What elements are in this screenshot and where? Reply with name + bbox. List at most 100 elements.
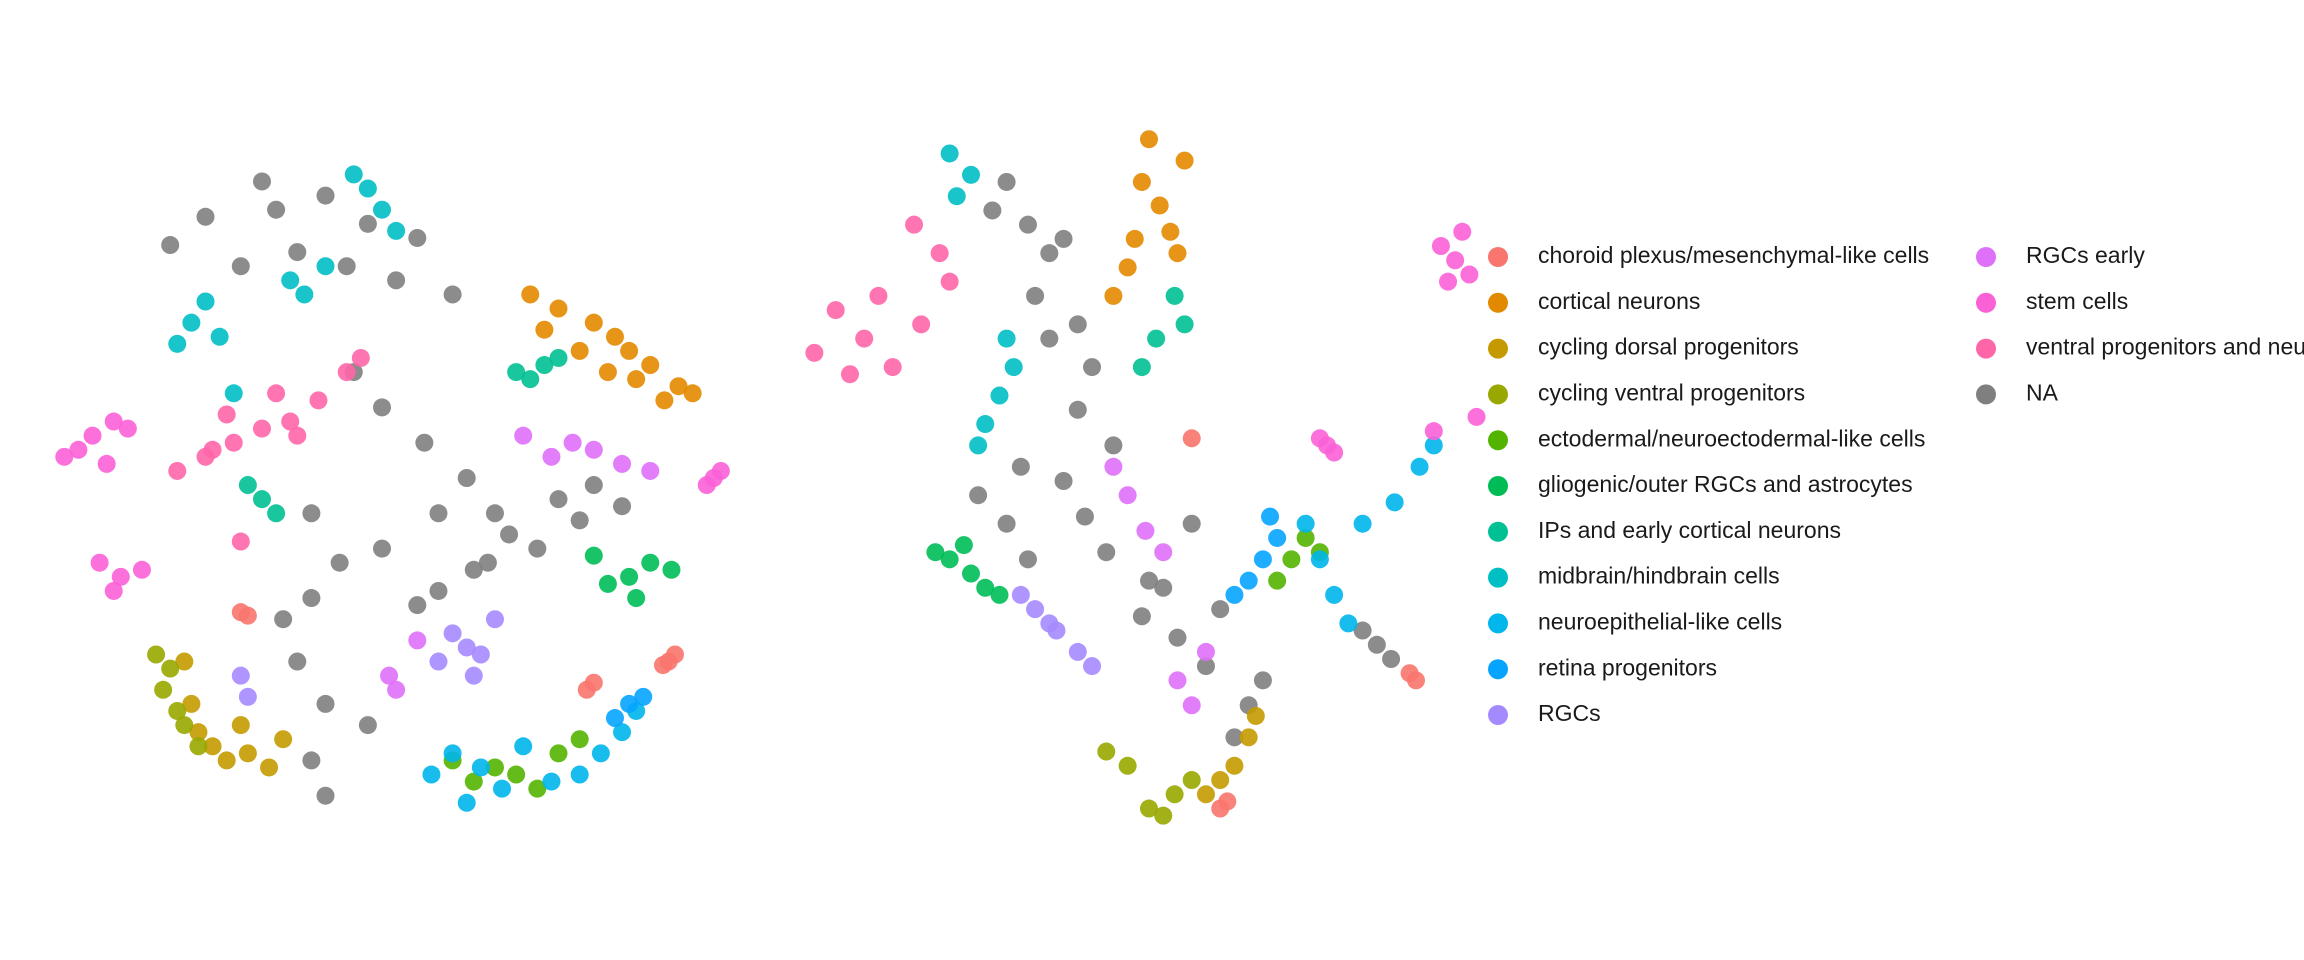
cell-point	[997, 329, 1016, 348]
cell-point	[570, 341, 589, 360]
cell-point	[1075, 507, 1094, 526]
cell-point	[295, 285, 314, 304]
cell-point	[471, 758, 490, 777]
cell-point	[132, 560, 151, 579]
cell-point	[1083, 657, 1102, 676]
cell-point	[217, 405, 236, 424]
cell-point	[316, 786, 335, 805]
cell-point	[464, 666, 483, 685]
cell-point	[826, 301, 845, 320]
legend-marker	[1976, 247, 1996, 267]
cell-point	[1083, 358, 1102, 377]
cell-point	[175, 652, 194, 671]
cell-point	[387, 271, 406, 290]
cell-point	[514, 426, 533, 445]
cell-point	[1431, 237, 1450, 256]
cell-point	[267, 504, 286, 523]
cell-point	[620, 567, 639, 586]
legend-label: RGCs early	[2026, 242, 2145, 268]
cell-point	[1253, 671, 1272, 690]
cell-point	[302, 751, 321, 770]
cell-point	[528, 779, 547, 798]
cell-point	[591, 744, 610, 763]
cell-point	[182, 313, 201, 332]
legend-label: midbrain/hindbrain cells	[1538, 563, 1780, 589]
cell-point	[584, 476, 603, 495]
cell-point	[1132, 172, 1151, 191]
cell-point	[1154, 543, 1173, 562]
cell-point	[358, 179, 377, 198]
cell-point	[238, 744, 257, 763]
cell-point	[990, 585, 1009, 604]
cell-point	[665, 645, 684, 664]
cell-point	[408, 631, 427, 650]
cell-point	[316, 694, 335, 713]
cell-point	[387, 221, 406, 240]
cell-point	[653, 656, 672, 675]
cell-point	[55, 447, 74, 466]
cell-point	[1104, 436, 1123, 455]
legend-label: RGCs	[1538, 700, 1601, 726]
cell-point	[231, 666, 250, 685]
cell-point	[224, 384, 243, 403]
cell-point	[316, 186, 335, 205]
cell-point	[189, 723, 208, 742]
cell-point	[969, 486, 988, 505]
cell-point	[1104, 457, 1123, 476]
cell-point	[535, 356, 554, 375]
cell-point	[485, 758, 504, 777]
cell-point	[168, 701, 187, 720]
cell-point	[1196, 642, 1215, 661]
cell-point	[605, 327, 624, 346]
cell-point	[231, 532, 250, 551]
cell-point	[500, 525, 519, 544]
cell-point	[930, 244, 949, 263]
cell-point	[147, 645, 166, 664]
cell-point	[1097, 543, 1116, 562]
cell-point	[1118, 486, 1137, 505]
cell-point	[1225, 728, 1244, 747]
cell-point	[358, 214, 377, 233]
cell-point	[1132, 358, 1151, 377]
cell-point	[408, 596, 427, 615]
cell-point	[1018, 215, 1037, 234]
legend-label: choroid plexus/mesenchymal-like cells	[1538, 242, 1929, 268]
legend-label: cycling ventral progenitors	[1538, 379, 1805, 405]
cell-point	[175, 716, 194, 735]
cell-point	[429, 652, 448, 671]
legend-label: cortical neurons	[1538, 288, 1700, 314]
cell-point	[1140, 130, 1158, 149]
cell-point	[521, 285, 540, 304]
cell-point	[1225, 756, 1244, 775]
cell-point	[104, 581, 123, 600]
legend-label: ventral progenitors and neu	[2026, 334, 2304, 360]
cell-point	[493, 779, 512, 798]
cell-point	[1068, 642, 1087, 661]
cell-point	[563, 433, 582, 452]
cell-point	[429, 504, 448, 523]
cell-point	[1325, 585, 1344, 604]
cell-point	[697, 476, 716, 495]
cell-point	[478, 553, 497, 572]
cell-point	[302, 589, 321, 608]
cell-point	[97, 454, 116, 473]
cell-point	[1026, 286, 1045, 305]
cell-point	[485, 610, 504, 629]
cell-point	[584, 313, 603, 332]
cell-point	[358, 716, 377, 735]
cell-point	[1040, 244, 1059, 263]
cell-point	[168, 334, 187, 353]
cell-point	[161, 659, 180, 678]
cell-point	[962, 564, 980, 583]
cell-point	[605, 709, 624, 728]
cell-point	[613, 723, 632, 742]
cell-point	[457, 638, 476, 657]
cell-point	[429, 581, 448, 600]
cell-point	[1261, 507, 1280, 526]
cell-point	[373, 539, 391, 558]
cell-point	[507, 363, 526, 382]
cell-point	[1097, 742, 1116, 761]
legend-label: retina progenitors	[1538, 654, 1717, 680]
cell-point	[351, 348, 370, 367]
legend-marker	[1488, 384, 1508, 405]
